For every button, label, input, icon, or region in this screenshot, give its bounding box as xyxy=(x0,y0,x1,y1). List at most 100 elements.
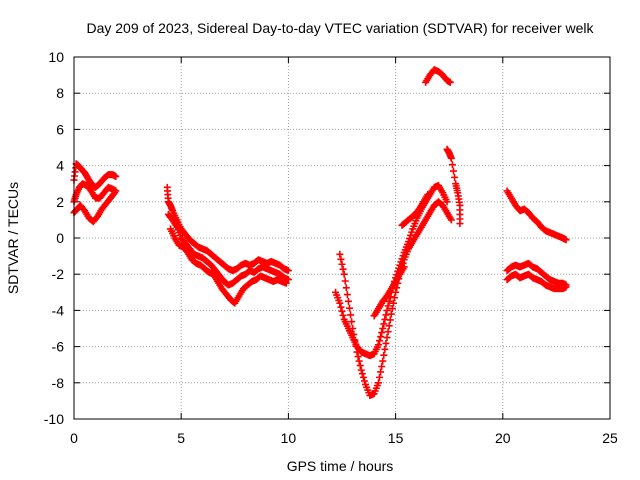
data-point-interp xyxy=(342,284,350,292)
data-point-interp xyxy=(361,377,369,385)
data-point-interp xyxy=(166,213,174,221)
data-point-interp xyxy=(407,231,415,239)
x-tick-label: 15 xyxy=(388,430,404,446)
data-point-interp xyxy=(409,212,417,220)
data-point-interp xyxy=(561,235,569,243)
series-12 xyxy=(503,187,570,244)
data-point-interp xyxy=(527,211,535,219)
data-point-interp xyxy=(179,237,187,245)
data-point-interp xyxy=(447,153,455,161)
data-point-interp xyxy=(425,210,433,218)
data-point-interp xyxy=(209,264,217,272)
data-point-interp xyxy=(355,357,363,365)
data-point-interp xyxy=(179,228,187,236)
data-point-interp xyxy=(98,177,106,185)
data-point-interp xyxy=(395,272,403,280)
data-point-interp xyxy=(79,204,87,212)
data-point-interp xyxy=(100,202,108,210)
y-tick-label: -10 xyxy=(44,411,64,427)
data-point-interp xyxy=(378,329,386,337)
data-point xyxy=(336,250,344,258)
data-point-interp xyxy=(346,304,354,312)
data-point-interp xyxy=(373,382,381,390)
data-point-interp xyxy=(384,328,392,336)
data-point-interp xyxy=(358,370,366,378)
data-point-interp xyxy=(384,302,392,310)
data-point xyxy=(379,357,387,365)
data-point xyxy=(357,366,365,374)
series-10 xyxy=(422,66,454,86)
data-point-interp xyxy=(348,318,356,326)
data-point-interp xyxy=(448,161,456,169)
data-point-interp xyxy=(359,373,367,381)
data-point-interp xyxy=(522,207,530,215)
series-0 xyxy=(70,160,120,191)
data-point-interp xyxy=(398,255,406,263)
series-9 xyxy=(398,191,432,229)
data-point-interp xyxy=(418,200,426,208)
data-point-interp xyxy=(391,279,399,287)
data-point-interp xyxy=(437,69,445,77)
x-axis-label: GPS time / hours xyxy=(287,458,394,474)
data-point-interp xyxy=(373,306,381,314)
data-point-interp xyxy=(218,275,226,283)
data-point-interp xyxy=(386,286,394,294)
data-point-interp xyxy=(176,231,184,239)
series-13 xyxy=(503,259,570,289)
data-point-interp xyxy=(337,255,345,263)
series-5 xyxy=(166,225,290,307)
data-point-interp xyxy=(82,172,90,180)
data-point-interp xyxy=(224,293,232,301)
data-point-interp xyxy=(110,190,118,198)
chart-title: Day 209 of 2023, Sidereal Day-to-day VTE… xyxy=(86,20,594,36)
data-point xyxy=(340,270,348,278)
data-point-interp xyxy=(283,266,291,274)
data-point-interp xyxy=(94,182,102,190)
data-point-interp xyxy=(91,215,99,223)
data-point-interp xyxy=(423,192,431,200)
data-point-interp xyxy=(335,296,343,304)
data-point-interp xyxy=(205,259,213,267)
data-point-interp xyxy=(449,167,457,175)
data-point xyxy=(383,334,391,342)
data-point-interp xyxy=(184,233,192,241)
data-point-interp xyxy=(109,191,117,199)
x-tick-label: 5 xyxy=(177,430,185,446)
data-point-interp xyxy=(348,331,356,339)
y-tick-label: 0 xyxy=(56,230,64,246)
data-point-interp xyxy=(453,186,461,194)
data-point-interp xyxy=(339,265,347,273)
grid-lines xyxy=(74,57,610,419)
data-point-interp xyxy=(352,340,360,348)
data-point-interp xyxy=(403,240,411,248)
data-point-interp xyxy=(531,216,539,224)
data-point xyxy=(379,325,387,332)
data-point-interp xyxy=(170,232,178,240)
y-tick-label: -8 xyxy=(52,375,65,391)
x-axis-ticks: 0 5 10 15 20 25 xyxy=(70,57,618,446)
data-point-interp xyxy=(373,343,381,351)
data-point-interp xyxy=(337,303,345,311)
data-point-interp xyxy=(213,276,221,284)
data-point-interp xyxy=(455,198,463,206)
data-point-interp xyxy=(98,191,106,199)
data-point-interp xyxy=(385,297,393,305)
series-6 xyxy=(336,198,455,399)
data-point-interp xyxy=(382,339,390,347)
data-point-interp xyxy=(85,184,93,192)
data-point xyxy=(387,310,395,318)
data-point-interp xyxy=(399,265,407,273)
data-point-interp xyxy=(381,345,389,353)
data-point-interp xyxy=(338,260,346,268)
data-point-interp xyxy=(234,294,242,302)
data-point-interp xyxy=(72,192,80,200)
data-points xyxy=(70,66,570,399)
plot-border xyxy=(73,56,611,420)
data-point-interp xyxy=(456,215,464,223)
x-tick-label: 25 xyxy=(602,430,618,446)
data-point-interp xyxy=(506,192,514,200)
y-axis-label: SDTVAR / TECUs xyxy=(5,182,21,294)
data-point-interp xyxy=(416,225,424,233)
y-tick-label: 2 xyxy=(56,194,64,210)
